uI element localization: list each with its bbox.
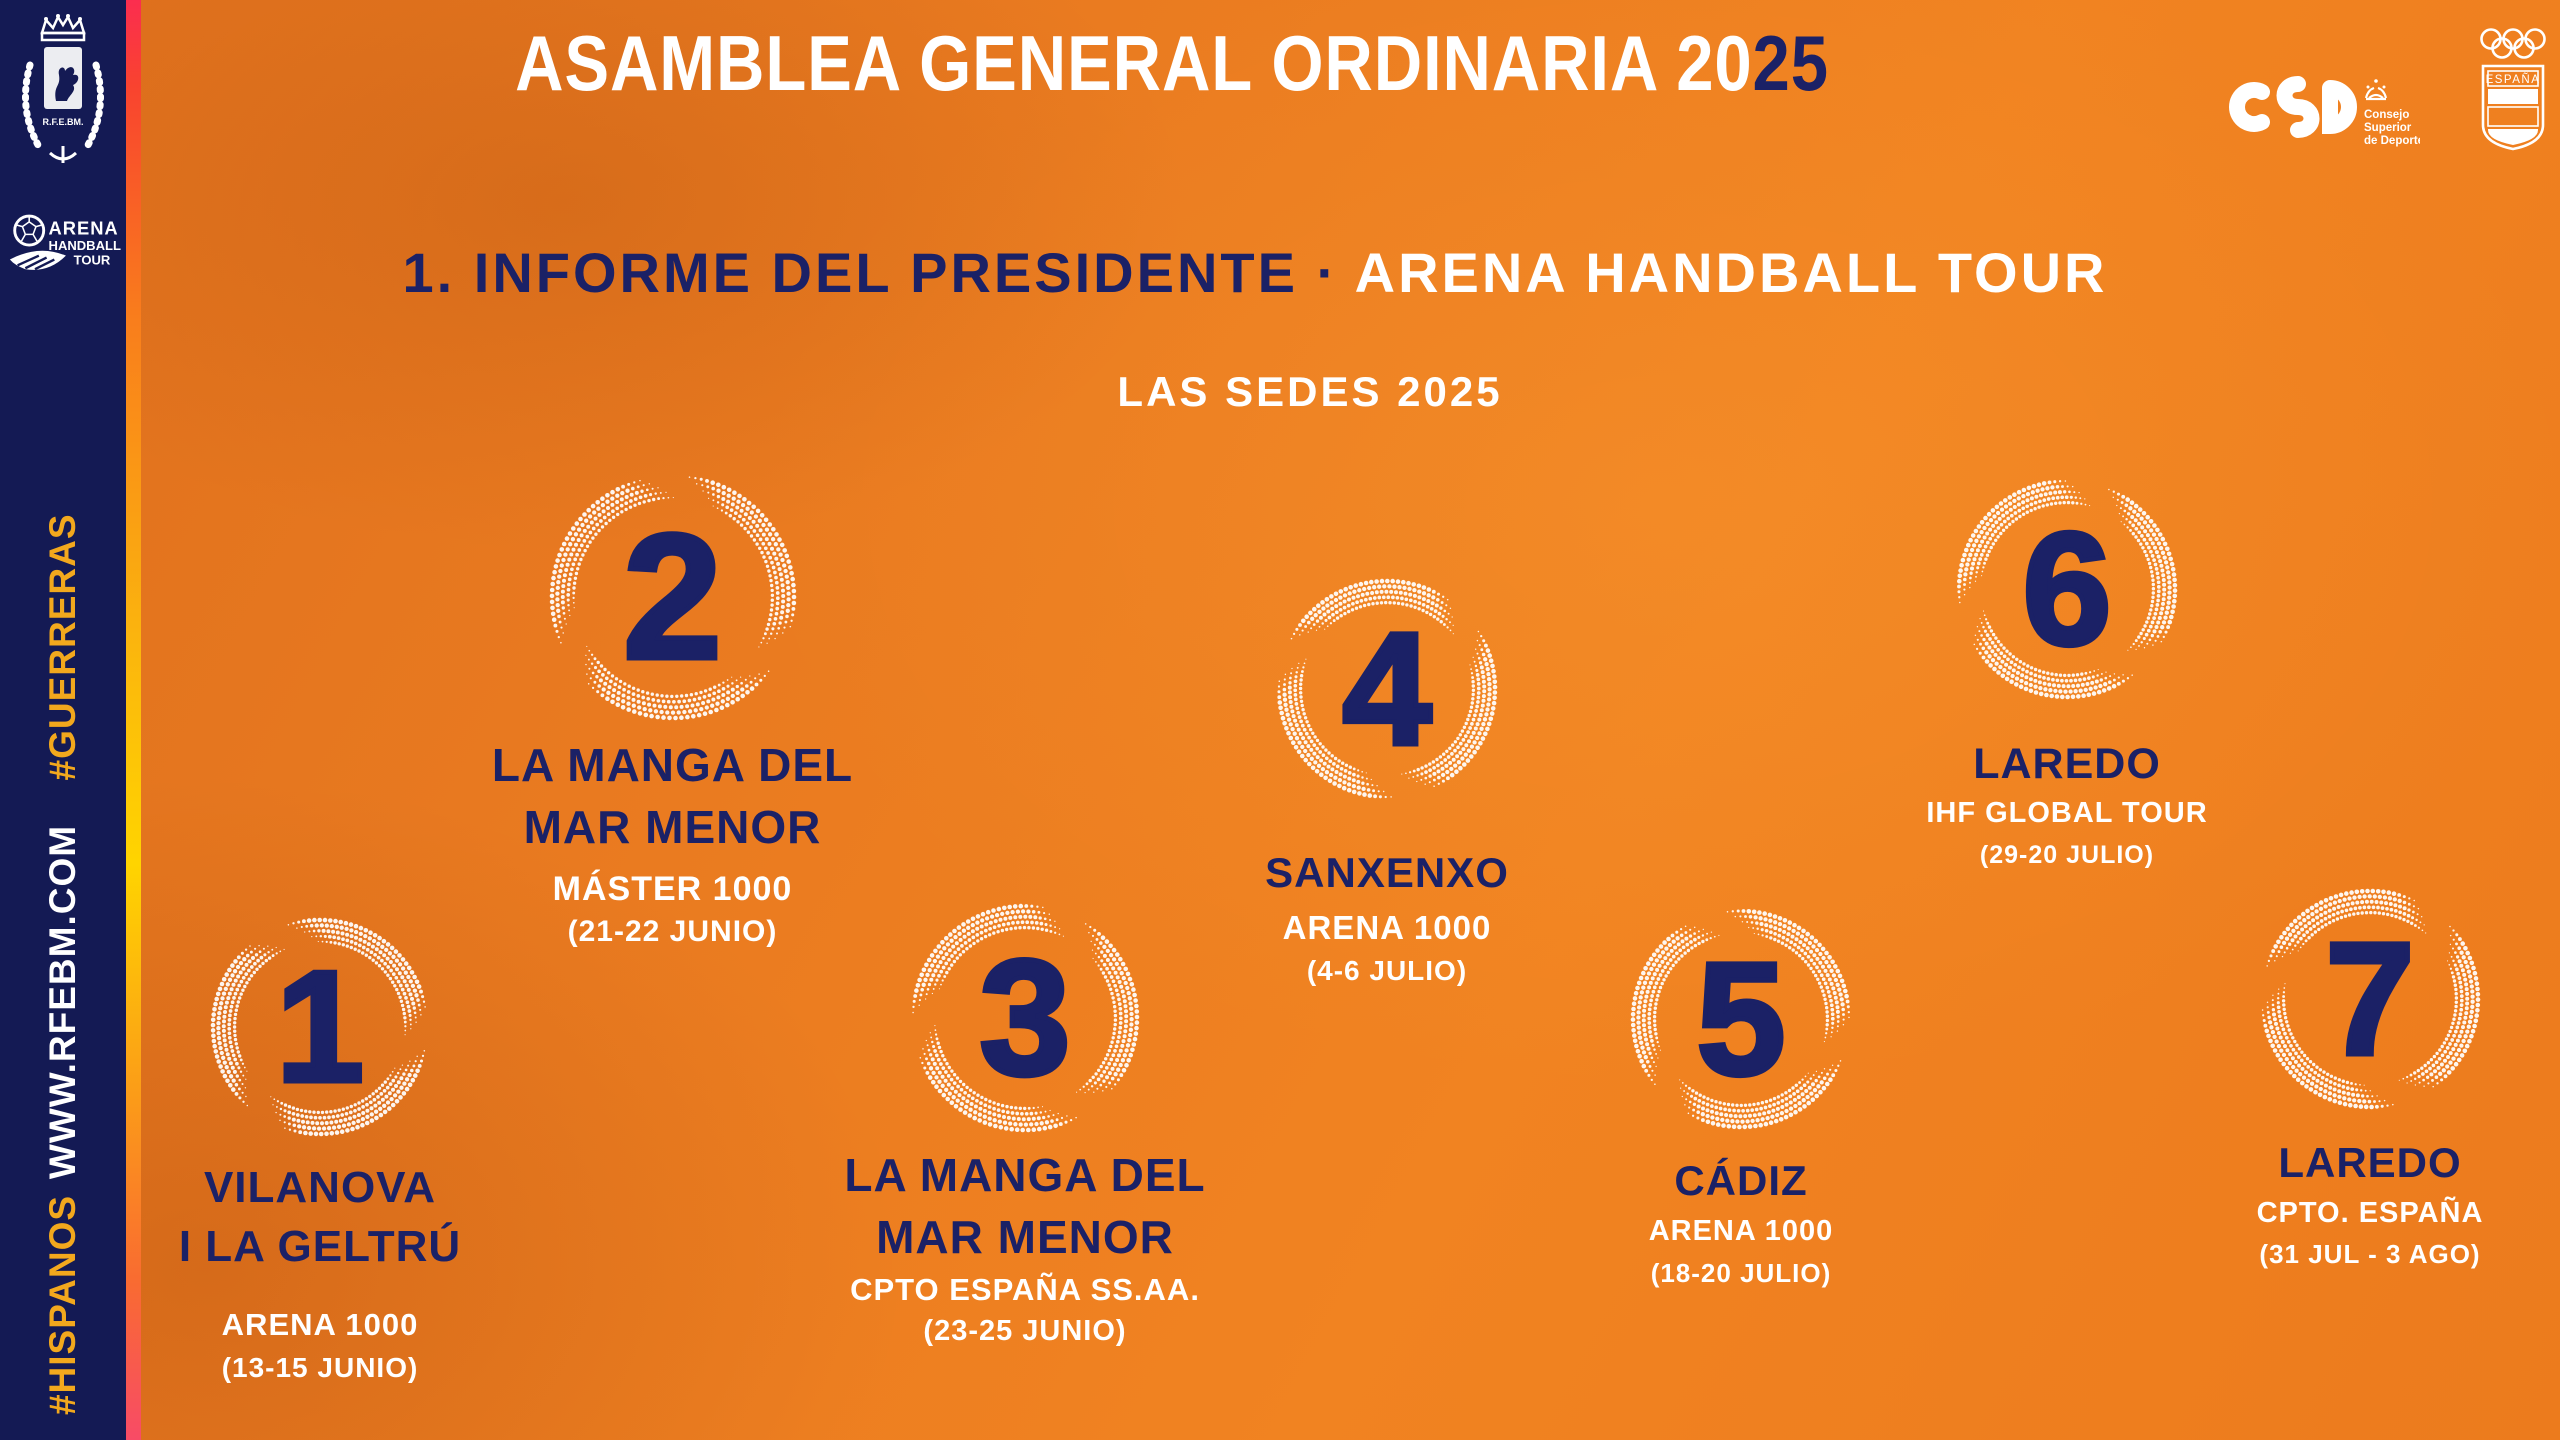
venue-dates-6: (29-20 JULIO) (1979, 841, 2155, 870)
venue-card-2: 2 LA MANGA DEL MAR MENOR MÁSTER 1000 (21… (440, 468, 905, 949)
venue-card-1: 1 VILANOVA I LA GELTRÚ ARENA 1000 (13-15… (90, 912, 550, 1384)
venue-number-2: 2 (621, 497, 725, 696)
csd-logo: Consejo Superior de Deportes (2229, 76, 2420, 147)
venue-name-6: LAREDO (1973, 740, 2161, 788)
venue-number-5: 5 (1694, 929, 1788, 1108)
section-heading-dark: 1. INFORME DEL PRESIDENTE · (402, 241, 1355, 304)
venue-dates-4: (4-6 JULIO) (1306, 954, 1468, 986)
csd-caption-1: Consejo (2364, 109, 2409, 121)
venue-number-circle-5: 5 (1625, 903, 1857, 1135)
venue-dates-7: (31 JUL - 3 AGO) (2259, 1238, 2481, 1269)
venue-name-1: VILANOVA I LA GELTRÚ (178, 1163, 462, 1272)
rfebm-crest-logo: R.F.E.BM. (22, 14, 104, 163)
hashtag-hispanos: #HISPANOS (42, 1194, 83, 1416)
venue-event-3: CPTO ESPAÑA SS.AA. (850, 1272, 1200, 1308)
csd-caption-3: de Deportes (2364, 135, 2420, 147)
venue-number-circle-2: 2 (544, 468, 802, 726)
dotted-swirl-decoration (210, 917, 426, 1137)
venue-dates-2: (21-22 JUNIO) (567, 915, 778, 949)
venue-card-7: 7 LAREDO CPTO. ESPAÑA (31 JUL - 3 AGO) (2180, 883, 2560, 1270)
venue-name-5: CÁDIZ (1674, 1157, 1808, 1204)
venue-number-3: 3 (977, 926, 1073, 1109)
aht-line2: HANDBALL (49, 238, 121, 253)
page-title-accent: 25 (1752, 19, 1829, 107)
venue-event-1: ARENA 1000 (221, 1306, 419, 1342)
venue-number-circle-4: 4 (1271, 573, 1503, 805)
subheading-las-sedes: LAS SEDES 2025 (1117, 368, 1503, 415)
aht-line3: TOUR (74, 252, 111, 267)
dotted-swirl-decoration (1277, 578, 1498, 799)
rfebm-crest-caption: R.F.E.BM. (42, 117, 83, 127)
section-heading-light: ARENA HANDBALL TOUR (1354, 241, 2108, 304)
venue-dates-3: (23-25 JUNIO) (923, 1315, 1127, 1348)
venue-number-circle-6: 6 (1951, 473, 2183, 705)
venue-number-1: 1 (274, 939, 367, 1115)
venue-card-4: 4 SANXENXO ARENA 1000 (4-6 JULIO) (1162, 573, 1612, 987)
section-heading: 1. INFORME DEL PRESIDENTE · ARENA HANDBA… (403, 240, 2108, 305)
venue-event-5: ARENA 1000 (1648, 1214, 1834, 1247)
venue-event-6: IHF GLOBAL TOUR (1926, 797, 2208, 830)
venue-dates-1: (13-15 JUNIO) (221, 1351, 419, 1383)
venue-card-5: 5 CÁDIZ ARENA 1000 (18-20 JULIO) (1516, 903, 1966, 1289)
venue-name-7: LAREDO (2278, 1139, 2462, 1186)
gradient-stripe (126, 0, 141, 1440)
dotted-swirl-decoration (1957, 480, 2178, 700)
olympic-espana-logo: ESPAÑA (2480, 28, 2546, 151)
dotted-swirl-decoration (1630, 909, 1850, 1130)
hashtag-guerreras: #GUERRERAS (42, 513, 83, 781)
venue-name-2: LA MANGA DEL MAR MENOR (491, 739, 854, 854)
website-url: WWW.RFEBM.COM (42, 824, 83, 1180)
venue-dates-5: (18-20 JULIO) (1650, 1257, 1832, 1288)
venue-card-3: 3 LA MANGA DEL MAR MENOR CPTO ESPAÑA SS.… (790, 898, 1260, 1348)
arena-handball-tour-logo: ARENA HANDBALL TOUR (9, 214, 121, 271)
csd-caption-2: Superior (2364, 122, 2412, 134)
dotted-swirl-decoration (2261, 888, 2481, 1110)
venue-name-4: SANXENXO (1265, 849, 1509, 896)
venue-number-6: 6 (2020, 499, 2114, 678)
sidebar: R.F.E.BM. ARENA HANDBALL TOUR #GUERRERAS… (0, 0, 126, 1440)
venue-name-3: LA MANGA DEL MAR MENOR (844, 1149, 1206, 1264)
venue-number-circle-1: 1 (205, 912, 435, 1142)
venue-number-circle-7: 7 (2254, 883, 2486, 1115)
page-title-white: ASAMBLEA GENERAL ORDINARIA 20 (515, 19, 1753, 107)
venue-number-4: 4 (1340, 599, 1434, 778)
aht-line1: ARENA (49, 217, 119, 238)
venue-event-7: CPTO. ESPAÑA (2256, 1196, 2484, 1229)
coe-country-label: ESPAÑA (2486, 73, 2541, 86)
venue-card-6: 6 LAREDO IHF GLOBAL TOUR (29-20 JULIO) (1842, 473, 2292, 870)
venue-number-circle-3: 3 (905, 898, 1145, 1138)
venue-number-7: 7 (2323, 909, 2417, 1088)
venue-event-4: ARENA 1000 (1282, 908, 1492, 946)
dotted-swirl-decoration (549, 476, 796, 721)
page-title: ASAMBLEA GENERAL ORDINARIA 2025 (408, 18, 1936, 109)
venue-event-2: MÁSTER 1000 (552, 870, 793, 909)
dotted-swirl-decoration (912, 903, 1140, 1133)
